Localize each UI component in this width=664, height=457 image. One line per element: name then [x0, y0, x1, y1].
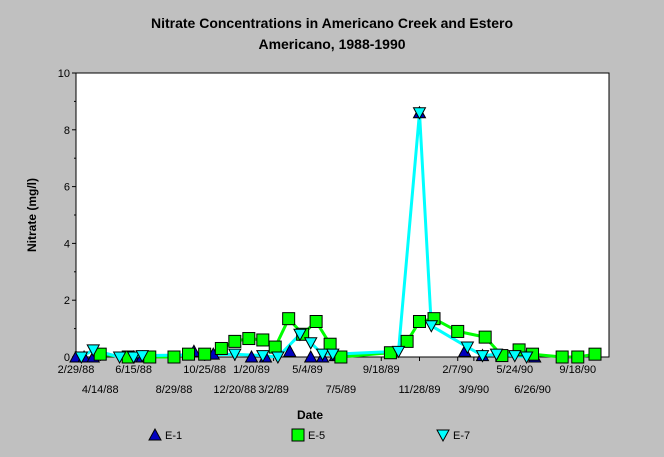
point-e-7	[475, 350, 490, 363]
point-e-5	[256, 333, 270, 347]
point-e-1	[244, 349, 259, 363]
y-tick-label: 2	[64, 295, 70, 307]
y-tick-label: 6	[64, 182, 70, 194]
x-tick-label-lower: 4/14/88	[82, 384, 119, 396]
x-tick-label-upper: 5/4/89	[292, 364, 323, 376]
x-tick-label-lower: 3/9/90	[459, 384, 490, 396]
point-e-7	[460, 341, 475, 355]
point-e-7	[74, 351, 89, 365]
point-e-1	[282, 344, 297, 357]
point-e-7	[227, 348, 242, 362]
x-tick-label-lower: 12/20/88	[213, 384, 256, 396]
legend-marker-e-5	[291, 428, 305, 442]
legend-label-e-7: E-7	[453, 430, 470, 442]
point-e-7	[86, 344, 101, 357]
series-markers	[69, 105, 602, 365]
point-e-5	[588, 347, 602, 361]
point-e-5	[228, 334, 242, 348]
y-axis-title: Nitrate (mg/l)	[25, 178, 39, 252]
point-e-7	[391, 345, 406, 359]
legend-marker-e-1	[148, 427, 162, 441]
y-tick-label: 10	[58, 68, 70, 80]
legend-marker-e-7	[436, 429, 450, 443]
point-e-5	[555, 350, 569, 364]
x-tick-label-upper: 2/29/88	[58, 364, 95, 376]
y-tick-label: 8	[64, 125, 70, 137]
point-e-7	[412, 107, 427, 120]
point-e-7	[489, 348, 504, 362]
x-tick-label-upper: 5/24/90	[496, 364, 533, 376]
point-e-7	[325, 348, 340, 362]
point-e-1	[303, 349, 318, 363]
point-e-5	[451, 324, 465, 338]
point-e-7	[293, 328, 307, 342]
legend: E-1 E-5 E-7	[148, 427, 470, 443]
point-e-5	[478, 330, 492, 344]
point-e-7	[424, 320, 439, 333]
point-e-5	[323, 337, 337, 351]
point-e-5	[167, 350, 181, 364]
point-e-7	[135, 350, 150, 363]
point-e-5	[214, 341, 228, 355]
y-tick-label: 4	[64, 238, 70, 250]
chart-title-line1: Nitrate Concentrations in Americano Cree…	[151, 15, 513, 31]
point-e-7	[507, 350, 522, 363]
x-tick-label-lower: 6/26/90	[514, 384, 551, 396]
x-tick-label-lower: 7/5/89	[326, 384, 357, 396]
y-tick-label: 0	[64, 352, 70, 364]
x-tick-label-lower: 8/29/88	[156, 384, 193, 396]
point-e-7	[255, 350, 270, 363]
point-e-5	[309, 315, 323, 328]
point-e-5	[182, 347, 196, 361]
x-tick-label-upper: 10/25/88	[183, 364, 226, 376]
y-axis: 0 2 4 6 8 10	[58, 68, 76, 364]
legend-label-e-5: E-5	[308, 430, 325, 442]
point-e-5	[198, 347, 212, 361]
point-e-7	[315, 348, 330, 362]
point-e-5	[571, 350, 585, 364]
point-e-7	[112, 351, 127, 365]
x-tick-label-upper: 2/7/90	[442, 364, 473, 376]
x-tick-label-upper: 9/18/90	[559, 364, 596, 376]
point-e-7	[303, 337, 318, 350]
plot-area	[75, 72, 610, 358]
chart-title-line2: Americano, 1988-1990	[258, 36, 405, 52]
point-e-5	[412, 315, 426, 328]
point-e-5	[268, 340, 282, 354]
point-e-5	[242, 332, 256, 346]
x-tick-label-lower: 11/28/89	[398, 384, 440, 396]
x-tick-label-lower: 3/2/89	[258, 384, 289, 396]
legend-label-e-1: E-1	[165, 430, 182, 442]
point-e-7	[126, 351, 141, 365]
x-tick-label-upper: 6/15/88	[115, 364, 152, 376]
point-e-7	[271, 351, 285, 365]
x-tick-label-upper: 9/18/89	[363, 364, 400, 376]
x-tick-label-upper: 1/20/89	[233, 364, 270, 376]
x-axis: 2/29/88 6/15/88 10/25/88 1/20/89 5/4/89 9/18/…	[58, 357, 596, 396]
point-e-5	[400, 334, 414, 348]
x-axis-title: Date	[297, 408, 323, 422]
point-e-7	[519, 351, 534, 365]
point-e-5	[282, 312, 296, 326]
